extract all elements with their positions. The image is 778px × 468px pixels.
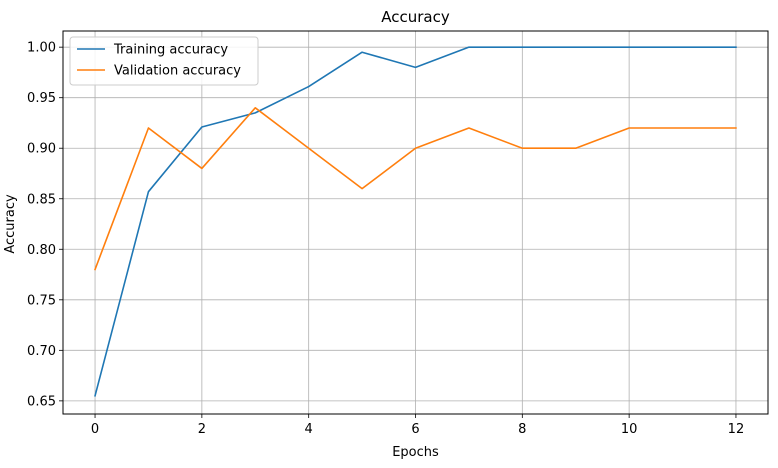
y-tick-label: 0.90 [27,142,56,157]
y-tick-label: 1.00 [27,41,56,56]
axis-ticks: 0 2 4 6 8 10 12 0.65 0.70 0.75 0.80 0.85 0.90 0.95 1.0… [27,41,744,437]
chart-title: Accuracy [381,8,450,26]
x-tick-label: 10 [621,422,638,437]
y-tick-label: 0.65 [27,394,56,409]
x-tick-label: 8 [518,422,526,437]
y-tick-label: 0.95 [27,91,56,106]
x-axis-label: Epochs [392,445,439,460]
y-tick-label: 0.70 [27,344,56,359]
x-tick-label: 2 [198,422,206,437]
y-tick-label: 0.85 [27,192,56,207]
y-tick-label: 0.80 [27,243,56,258]
y-axis-label: Accuracy [3,194,18,254]
x-tick-label: 12 [728,422,745,437]
x-tick-label: 6 [411,422,419,437]
series-lines [94,46,737,397]
y-tick-label: 0.75 [27,293,56,308]
legend-label-0: Training accuracy [113,43,228,58]
legend-box [69,36,259,86]
legend-label-1: Validation accuracy [114,64,241,79]
x-tick-label: 0 [91,422,99,437]
series-line-0 [94,46,737,397]
grid [63,31,768,414]
x-tick-label: 4 [305,422,313,437]
legend: Training accuracy Validation accuracy [69,36,259,86]
series-line-1 [94,107,737,271]
